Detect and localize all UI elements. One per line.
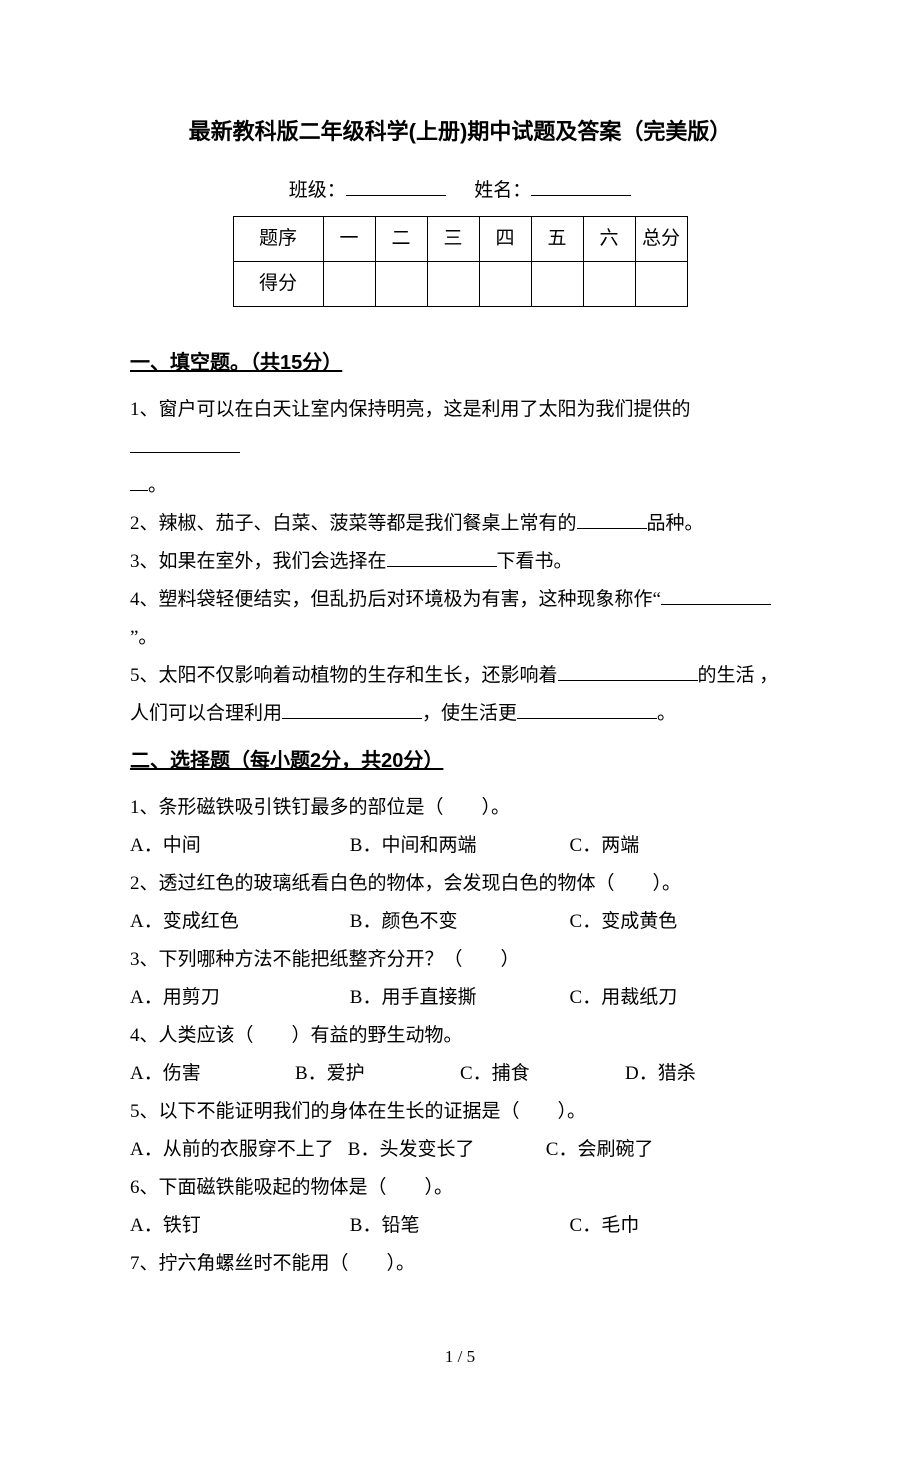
s1-q1-a: 1、窗户可以在白天让室内保持明亮，这是利用了太阳为我们提供的: [130, 399, 691, 420]
s1-q1: 1、窗户可以在白天让室内保持明亮，这是利用了太阳为我们提供的: [130, 391, 790, 467]
class-label: 班级：: [289, 180, 346, 201]
section1-heading: 一、填空题。（共15分）: [130, 343, 342, 383]
s1-q3: 3、如果在室外，我们会选择在 下看书。: [130, 543, 790, 581]
table-row: 题序 一 二 三 四 五 六 总分: [233, 217, 687, 262]
page-number: 1 / 5: [130, 1340, 790, 1374]
s2-q2-opts: A．变成红色 B．颜色不变 C．变成黄色: [130, 903, 790, 941]
option[interactable]: C．用裁纸刀: [570, 979, 790, 1017]
score-cell[interactable]: [531, 262, 583, 307]
page-title: 最新教科版二年级科学(上册)期中试题及答案（完美版）: [130, 110, 790, 154]
option[interactable]: C．会刷碗了: [546, 1131, 790, 1169]
blank[interactable]: [558, 660, 698, 681]
score-h4: 四: [479, 217, 531, 262]
score-h0: 题序: [233, 217, 323, 262]
option[interactable]: A．伤害: [130, 1055, 295, 1093]
s1-q3-b: 下看书。: [497, 551, 573, 572]
score-h2: 二: [375, 217, 427, 262]
s2-q5-opts: A．从前的衣服穿不上了 B．头发变长了 C．会刷碗了: [130, 1131, 790, 1169]
s1-q4b: ”。: [130, 619, 790, 657]
name-label: 姓名：: [474, 180, 531, 201]
blank[interactable]: [282, 698, 422, 719]
option[interactable]: A．铁钉: [130, 1207, 350, 1245]
s2-q6-opts: A．铁钉 B．铅笔 C．毛巾: [130, 1207, 790, 1245]
score-cell[interactable]: [583, 262, 635, 307]
s1-q4-a: 4、塑料袋轻便结实，但乱扔后对环境极为有害，这种现象称作“: [130, 589, 661, 610]
s1-q3-a: 3、如果在室外，我们会选择在: [130, 551, 387, 572]
blank[interactable]: [387, 546, 497, 567]
score-row-label: 得分: [233, 262, 323, 307]
option[interactable]: C．变成黄色: [570, 903, 790, 941]
score-h5: 五: [531, 217, 583, 262]
s1-q2: 2、辣椒、茄子、白菜、菠菜等都是我们餐桌上常有的 品种。: [130, 505, 790, 543]
section2-heading: 二、选择题（每小题2分，共20分）: [130, 741, 443, 781]
score-cell[interactable]: [635, 262, 687, 307]
s2-q1-stem: 1、条形磁铁吸引铁钉最多的部位是（ ）。: [130, 789, 790, 827]
s2-q2-stem: 2、透过红色的玻璃纸看白色的物体，会发现白色的物体（ ）。: [130, 865, 790, 903]
s2-q3-opts: A．用剪刀 B．用手直接撕 C．用裁纸刀: [130, 979, 790, 1017]
option[interactable]: A．中间: [130, 827, 350, 865]
s2-q3-stem: 3、下列哪种方法不能把纸整齐分开？（ ）: [130, 941, 790, 979]
s1-q5: 5、太阳不仅影响着动植物的生存和生长，还影响着的生活 ，人们可以合理利用，使生活…: [130, 657, 790, 733]
option[interactable]: B．头发变长了: [348, 1131, 546, 1169]
name-blank[interactable]: [531, 175, 631, 196]
score-cell[interactable]: [479, 262, 531, 307]
option[interactable]: B．爱护: [295, 1055, 460, 1093]
option[interactable]: C．毛巾: [570, 1207, 790, 1245]
meta-line: 班级： 姓名：: [130, 172, 790, 210]
option[interactable]: D．猎杀: [625, 1055, 790, 1093]
option[interactable]: B．颜色不变: [350, 903, 570, 941]
score-cell[interactable]: [375, 262, 427, 307]
blank[interactable]: [130, 470, 148, 491]
score-cell[interactable]: [323, 262, 375, 307]
score-h7: 总分: [635, 217, 687, 262]
blank[interactable]: [130, 432, 240, 453]
option[interactable]: A．用剪刀: [130, 979, 350, 1017]
blank[interactable]: [517, 698, 657, 719]
s1-q4-b: ”。: [130, 627, 157, 648]
s1-q1-period: 。: [148, 475, 167, 496]
s1-q5-d: 。: [657, 703, 676, 724]
blank[interactable]: [577, 508, 647, 529]
score-table: 题序 一 二 三 四 五 六 总分 得分: [233, 216, 688, 307]
s2-q1-opts: A．中间 B．中间和两端 C．两端: [130, 827, 790, 865]
s1-q1b: 。: [130, 467, 790, 505]
option[interactable]: A．从前的衣服穿不上了: [130, 1131, 348, 1169]
s1-q4: 4、塑料袋轻便结实，但乱扔后对环境极为有害，这种现象称作“: [130, 581, 790, 619]
option[interactable]: B．用手直接撕: [350, 979, 570, 1017]
option[interactable]: C．捕食: [460, 1055, 625, 1093]
s1-q5-a: 5、太阳不仅影响着动植物的生存和生长，还影响着: [130, 665, 558, 686]
score-h1: 一: [323, 217, 375, 262]
option[interactable]: B．中间和两端: [350, 827, 570, 865]
score-cell[interactable]: [427, 262, 479, 307]
s2-q5-stem: 5、以下不能证明我们的身体在生长的证据是（ ）。: [130, 1093, 790, 1131]
s2-q4-opts: A．伤害 B．爱护 C．捕食 D．猎杀: [130, 1055, 790, 1093]
s1-q2-b: 品种。: [647, 513, 704, 534]
s1-q2-a: 2、辣椒、茄子、白菜、菠菜等都是我们餐桌上常有的: [130, 513, 577, 534]
class-blank[interactable]: [346, 175, 446, 196]
blank[interactable]: [661, 584, 771, 605]
s1-q5-c: ，使生活更: [422, 703, 517, 724]
option[interactable]: B．铅笔: [350, 1207, 570, 1245]
score-h6: 六: [583, 217, 635, 262]
option[interactable]: C．两端: [570, 827, 790, 865]
score-h3: 三: [427, 217, 479, 262]
table-row: 得分: [233, 262, 687, 307]
s2-q4-stem: 4、人类应该（ ）有益的野生动物。: [130, 1017, 790, 1055]
option[interactable]: A．变成红色: [130, 903, 350, 941]
s2-q6-stem: 6、下面磁铁能吸起的物体是（ ）。: [130, 1169, 790, 1207]
s2-q7-stem: 7、拧六角螺丝时不能用（ ）。: [130, 1245, 790, 1283]
